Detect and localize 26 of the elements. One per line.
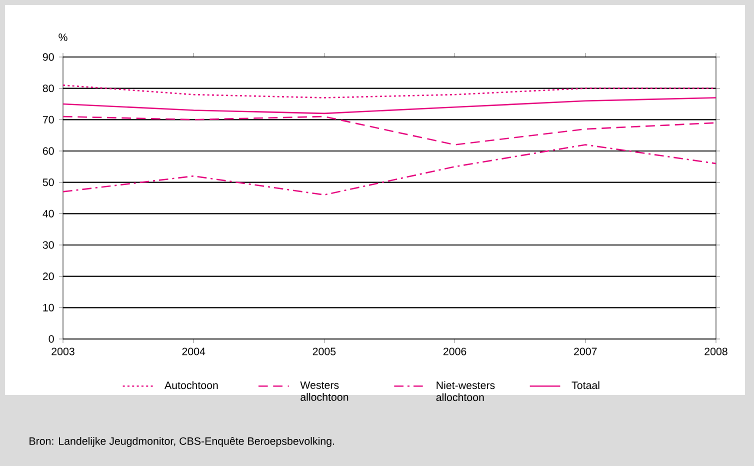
legend-label: Autochtoon xyxy=(164,381,218,390)
y-tick-label: 70 xyxy=(42,116,54,124)
x-tick-label: 2007 xyxy=(574,348,597,356)
legend-label: Totaal xyxy=(572,381,600,390)
y-tick-label: 90 xyxy=(42,53,54,61)
y-tick-label: 30 xyxy=(42,241,54,249)
line-series xyxy=(63,144,716,196)
y-tick-label: 40 xyxy=(42,210,54,218)
y-tick-label: 0 xyxy=(48,335,54,343)
y-tick-label: 60 xyxy=(42,147,54,155)
x-tick-label: 2008 xyxy=(704,348,728,356)
x-tick-label: 2006 xyxy=(443,348,466,356)
x-tick-label: 2004 xyxy=(182,348,206,356)
y-tick-label: 10 xyxy=(43,304,54,312)
y-axis-title: % xyxy=(58,34,68,42)
y-tick-label: 80 xyxy=(42,84,54,92)
line-series xyxy=(63,84,716,98)
legend-label: Westers allochtoon xyxy=(300,381,348,401)
line-series xyxy=(63,116,716,146)
y-tick-label: 20 xyxy=(42,272,54,280)
legend-label: Niet-westers allochtoon xyxy=(436,381,495,402)
x-tick-label: 2005 xyxy=(312,348,336,356)
text: Bron: Landelijke Jeugdmonitor, CBS-Enquête Beroepsbevolking. xyxy=(30,437,334,447)
line-series xyxy=(63,97,716,114)
y-tick-label: 50 xyxy=(42,178,54,186)
x-tick-label: 2003 xyxy=(52,348,74,356)
